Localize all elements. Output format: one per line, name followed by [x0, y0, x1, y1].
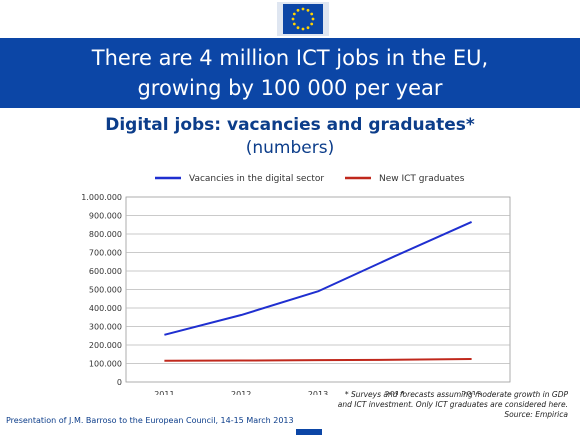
y-tick-label: 700.000 — [89, 249, 122, 258]
eu-flag-icon — [275, 0, 331, 38]
x-tick-label: 2014 — [385, 390, 405, 395]
line-chart: 0 100.000 200.000 300.000 400.000 500.000 600.… — [81, 174, 511, 395]
y-tick-label: 800.000 — [89, 230, 122, 239]
x-tick-label: 2013 — [308, 390, 328, 395]
y-tick-label: 0 — [117, 378, 122, 387]
y-tick-label: 200.000 — [89, 341, 122, 350]
legend-label-1: Vacancies in the digital sector — [189, 174, 324, 184]
footnote-line-2: and ICT investment. Only ICT graduates a… — [337, 400, 568, 409]
headline-banner: There are 4 million ICT jobs in the EU, … — [0, 38, 580, 108]
presentation-footer: Presentation of J.M. Barroso to the Euro… — [6, 416, 294, 425]
series-line-1 — [164, 221, 473, 336]
headline-line-1: There are 4 million ICT jobs in the EU, — [91, 46, 489, 70]
x-tick-label: 2015 — [461, 390, 481, 395]
footnote-line-1: * Surveys and forecasts assuming moderat… — [344, 390, 568, 399]
footer-accent-bar — [296, 429, 322, 435]
x-tick-label: 2012 — [231, 390, 251, 395]
series-line-2 — [164, 358, 472, 362]
footnote-line-3: Source: Empirica — [504, 410, 568, 419]
chart-title: Digital jobs: vacancies and graduates* — [105, 115, 475, 135]
y-tick-label: 1.000.000 — [81, 193, 122, 202]
y-tick-label: 500.000 — [89, 286, 122, 295]
y-tick-label: 600.000 — [89, 267, 122, 276]
legend-label-2: New ICT graduates — [379, 174, 465, 184]
y-tick-label: 400.000 — [89, 304, 122, 313]
y-tick-label: 300.000 — [89, 323, 122, 332]
chart-footnote: * Surveys and forecasts assuming moderat… — [308, 390, 568, 420]
y-tick-label: 900.000 — [89, 212, 122, 221]
y-tick-label: 100.000 — [89, 360, 122, 369]
headline-line-2: growing by 100 000 per year — [137, 76, 443, 100]
x-tick-label: 2011 — [154, 390, 174, 395]
chart-subtitle: (numbers) — [245, 138, 335, 158]
